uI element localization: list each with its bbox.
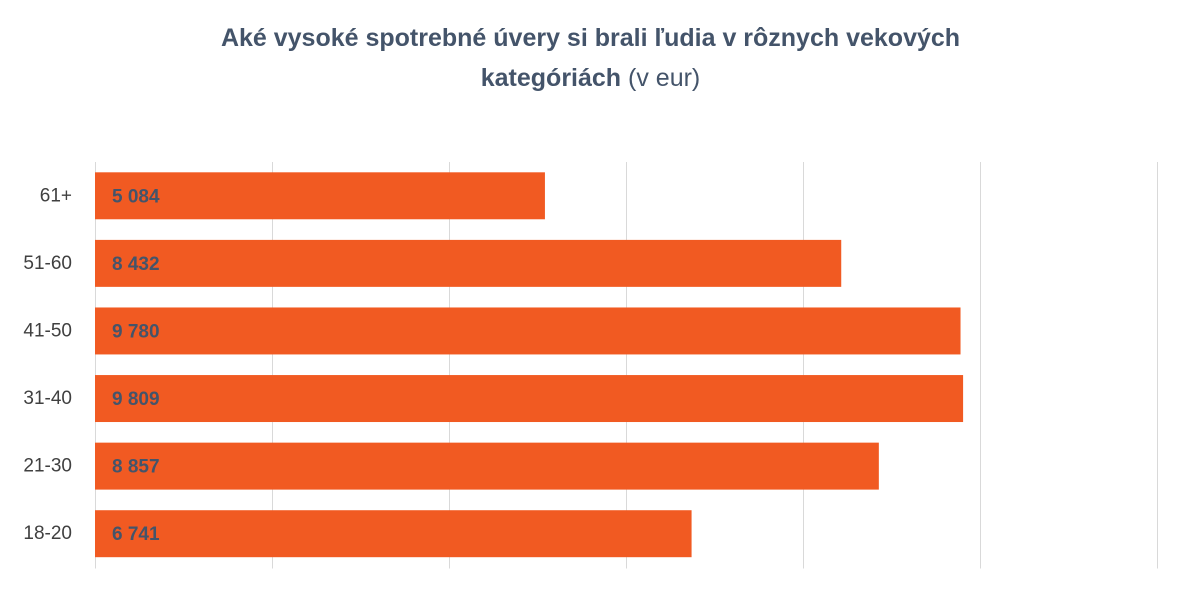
bar-age-51-60 [95,239,842,287]
category-label-61-plus: 61+ [40,185,72,206]
data-label-age-18-20: 6 741 [112,524,160,545]
data-label-age-31-40: 9 809 [112,389,160,410]
bars [95,172,964,558]
category-axis-labels: 61+ 51-60 41-50 31-40 21-30 18-20 [23,185,72,544]
bar-age-31-40 [95,375,964,423]
chart-title: Aké vysoké spotrebné úvery si brali ľudi… [0,18,1181,98]
category-label-51-60: 51-60 [23,253,72,274]
data-label-age-51-60: 8 432 [112,254,160,275]
data-label-age-61-plus: 5 084 [112,186,160,207]
chart-title-text-end: kategóriách [480,64,622,92]
chart-title-line-2: kategóriách (v eur) [0,58,1181,98]
chart-title-line-1: Aké vysoké spotrebné úvery si brali ľudi… [0,18,1181,58]
data-label-age-41-50: 9 780 [112,321,160,342]
data-labels: 5 084 8 432 9 780 9 809 8 857 6 741 [112,186,160,545]
chart-title-unit: (v eur) [628,64,701,92]
chart-title-text: Aké vysoké spotrebné úvery si brali ľudi… [220,24,961,52]
bar-age-18-20 [95,510,692,558]
bar-age-21-30 [95,442,879,490]
data-label-age-21-30: 8 857 [112,457,160,478]
category-label-21-30: 21-30 [23,456,72,477]
gridlines [95,162,1158,569]
category-label-31-40: 31-40 [23,388,72,409]
bar-age-41-50 [95,307,961,355]
category-label-18-20: 18-20 [23,523,72,544]
category-label-41-50: 41-50 [23,320,72,341]
bar-age-61-plus [95,172,545,220]
